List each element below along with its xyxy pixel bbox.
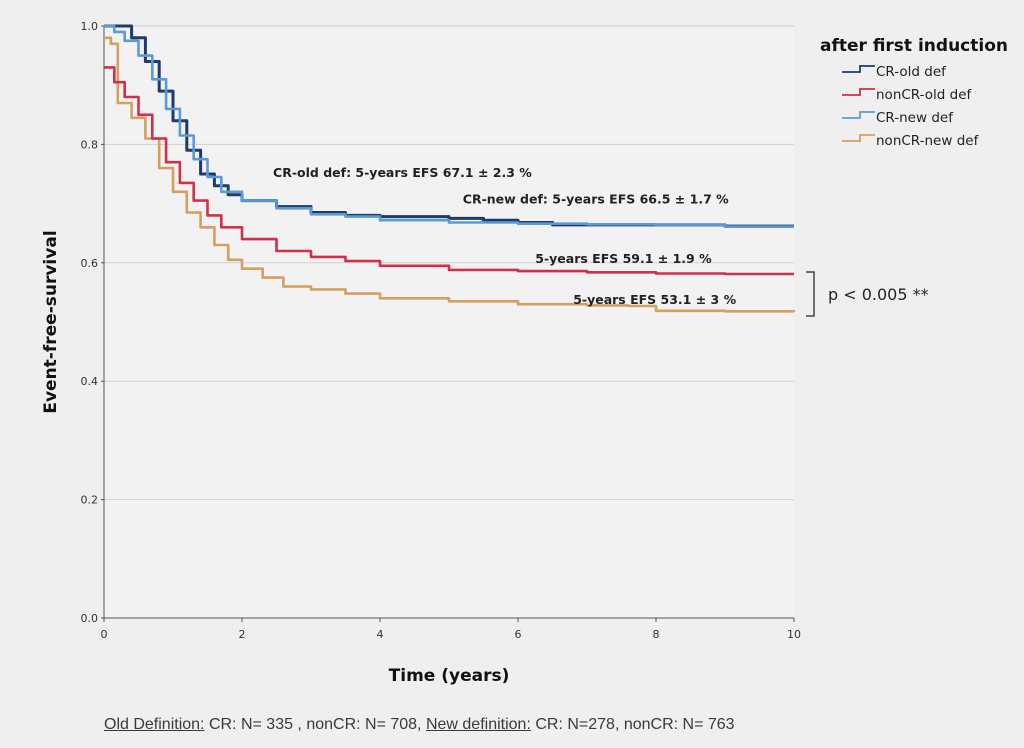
x-tick-label: 4 [377, 628, 384, 641]
footer-new-label: New definition: [425, 716, 531, 733]
gridlines [104, 25, 794, 501]
x-tick-label: 6 [515, 628, 522, 641]
legend-label: CR-new def [876, 110, 954, 126]
legend-items: CR-old def nonCR-old def CR-new def nonCR-n… [842, 64, 980, 149]
y-tick-label: 0.2 [81, 494, 99, 507]
legend-swatch [842, 65, 875, 73]
series-line-noncr-old-def [104, 66, 794, 276]
x-tick-label: 10 [787, 628, 801, 641]
x-tick-labels: 0 2 4 6 8 10 [101, 618, 801, 641]
series-lines [104, 24, 796, 313]
legend-swatch [842, 111, 875, 119]
axes [103, 26, 794, 619]
footer-note: Old Definition: CR: N= 335 , nonCR: N= 7… [104, 716, 735, 734]
annotation-label: 5-years EFS 59.1 ± 1.9 % [535, 251, 712, 266]
legend-label: CR-old def [876, 64, 947, 80]
y-tick-labels: 0.0 0.2 0.4 0.6 0.8 1.0 [81, 20, 104, 625]
p-value-label: p < 0.005 ** [828, 285, 929, 304]
footer-new-text: CR: N=278, nonCR: N= 763 [530, 716, 735, 733]
p-value-bracket [806, 271, 815, 317]
y-tick-label: 0.8 [81, 138, 99, 151]
y-tick-label: 0.0 [81, 612, 99, 625]
legend-label: nonCR-new def [876, 133, 980, 149]
y-tick-label: 0.4 [81, 375, 99, 388]
y-tick-label: 1.0 [81, 20, 99, 33]
legend-swatch [842, 88, 875, 96]
y-axis-title: Event-free-survival [41, 230, 61, 413]
x-tick-label: 2 [239, 628, 246, 641]
legend-title: after first induction [820, 36, 1008, 56]
footer-old-text: CR: N= 335 , nonCR: N= 708, [204, 716, 426, 733]
series-line-cr-new-def [104, 24, 794, 228]
annotation-label: 5-years EFS 53.1 ± 3 % [573, 292, 736, 307]
legend: after first induction CR-old def nonCR-ol… [820, 36, 1008, 149]
annotations: CR-old def: 5-years EFS 67.1 ± 2.3 % CR-n… [273, 165, 737, 307]
legend-swatch [842, 134, 875, 142]
x-tick-label: 0 [101, 628, 108, 641]
legend-label: nonCR-old def [876, 87, 972, 103]
footer-old-label: Old Definition: [104, 716, 205, 733]
x-tick-label: 8 [653, 628, 660, 641]
x-axis-title: Time (years) [389, 666, 510, 686]
annotation-label: CR-old def: 5-years EFS 67.1 ± 2.3 % [273, 165, 532, 180]
plot-area [104, 26, 794, 618]
annotation-label: CR-new def: 5-years EFS 66.5 ± 1.7 % [463, 192, 729, 207]
y-tick-label: 0.6 [81, 257, 99, 270]
series-line-noncr-new-def [104, 36, 796, 313]
